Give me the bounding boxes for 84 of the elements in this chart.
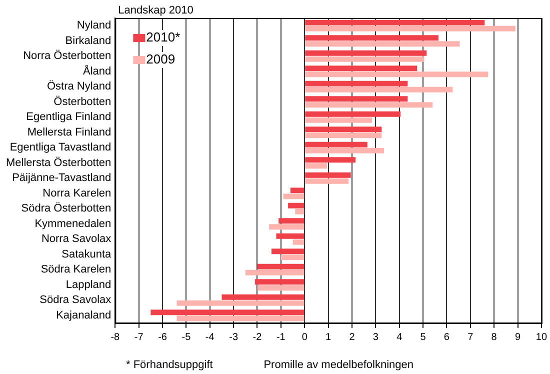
legend-label: 2010* bbox=[146, 30, 180, 45]
bar bbox=[305, 178, 348, 184]
bar bbox=[278, 218, 304, 224]
y-tick-label: Mellersta Finland bbox=[27, 126, 112, 138]
bar bbox=[269, 224, 304, 230]
bar bbox=[292, 239, 304, 245]
bar bbox=[150, 310, 304, 316]
y-tick-label: Päijänne-Tavastland bbox=[12, 172, 112, 184]
bar bbox=[295, 208, 304, 214]
y-tick-label: Åland bbox=[83, 64, 112, 78]
bar bbox=[254, 279, 304, 285]
x-tick-label: -6 bbox=[158, 332, 168, 343]
bar bbox=[305, 126, 382, 132]
x-tick-label: 4 bbox=[396, 332, 403, 343]
x-tick-label: 0 bbox=[302, 332, 308, 343]
y-tick-label: Norra Savolax bbox=[41, 233, 112, 246]
bar bbox=[305, 132, 382, 138]
bar bbox=[257, 264, 304, 270]
x-tick-label: -2 bbox=[252, 332, 262, 343]
bar bbox=[305, 26, 516, 32]
x-tick-label: -7 bbox=[134, 332, 144, 343]
bar bbox=[245, 270, 304, 276]
bar bbox=[276, 233, 304, 239]
x-tick-label: 10 bbox=[536, 332, 548, 343]
legend-label: 2009 bbox=[146, 52, 176, 67]
y-tick-label: Mellersta Österbotten bbox=[6, 156, 112, 169]
bar bbox=[222, 294, 304, 300]
bar bbox=[283, 194, 304, 200]
bar bbox=[305, 35, 438, 41]
x-tick-label: -5 bbox=[182, 332, 192, 343]
y-tick-label: Kajanaland bbox=[56, 309, 112, 322]
bar bbox=[305, 66, 418, 72]
x-tick-label: 8 bbox=[491, 332, 498, 343]
x-tick-label: -4 bbox=[205, 332, 215, 343]
y-tick-label: Lappland bbox=[66, 278, 112, 291]
y-tick-label: Nyland bbox=[76, 20, 112, 32]
bar bbox=[305, 96, 408, 102]
chart-title: Landskap 2010 bbox=[118, 4, 194, 17]
y-tick-label: Norra Österbotten bbox=[23, 49, 112, 62]
x-tick-label: 1 bbox=[326, 332, 332, 343]
y-tick-label: Östra Nyland bbox=[46, 80, 112, 93]
y-tick-label: Egentliga Finland bbox=[26, 111, 112, 124]
text: * Förhandsuppgift bbox=[126, 359, 213, 371]
bar bbox=[257, 285, 304, 291]
y-tick-label: Södra Österbotten bbox=[21, 202, 112, 215]
bar bbox=[305, 157, 356, 163]
y-tick-label: Södra Karelen bbox=[40, 264, 112, 276]
y-tick-label: Södra Savolax bbox=[40, 294, 112, 306]
bar bbox=[305, 86, 453, 92]
bar bbox=[305, 56, 424, 62]
bar bbox=[305, 72, 488, 78]
bar bbox=[305, 111, 401, 117]
bar bbox=[305, 163, 328, 169]
bar bbox=[305, 117, 372, 123]
x-tick-label: 5 bbox=[420, 332, 426, 343]
bar bbox=[290, 188, 304, 194]
y-tick-label: Egentliga Tavastland bbox=[10, 142, 112, 154]
bar bbox=[305, 172, 351, 178]
bar bbox=[305, 102, 432, 108]
bar bbox=[305, 50, 427, 56]
x-tick-label: -1 bbox=[276, 332, 286, 343]
y-tick-label: Österbotten bbox=[54, 94, 112, 108]
x-tick-label: 3 bbox=[372, 332, 379, 343]
x-tick-label: 7 bbox=[468, 332, 474, 343]
x-tick-label: 2 bbox=[349, 332, 356, 343]
x-tick-label: -3 bbox=[229, 332, 238, 343]
bar bbox=[288, 202, 304, 208]
x-tick-label: 6 bbox=[444, 332, 450, 343]
x-tick-label: -8 bbox=[110, 332, 120, 343]
bar bbox=[176, 300, 304, 306]
x-tick-label: 9 bbox=[514, 332, 521, 343]
y-tick-label: Birkaland bbox=[65, 34, 112, 47]
y-tick-label: Satakunta bbox=[62, 248, 112, 260]
bar bbox=[176, 316, 304, 322]
x-axis-title: Promille av medelbefolkningen bbox=[264, 359, 414, 371]
bar bbox=[305, 41, 460, 47]
y-tick-label: Norra Karelen bbox=[42, 187, 112, 200]
bar bbox=[305, 148, 384, 154]
bar bbox=[280, 254, 304, 260]
bar bbox=[305, 80, 408, 86]
bar bbox=[271, 248, 304, 254]
y-tick-label: Kymmenedalen bbox=[34, 218, 112, 230]
bar bbox=[305, 20, 485, 26]
bar bbox=[305, 142, 368, 148]
